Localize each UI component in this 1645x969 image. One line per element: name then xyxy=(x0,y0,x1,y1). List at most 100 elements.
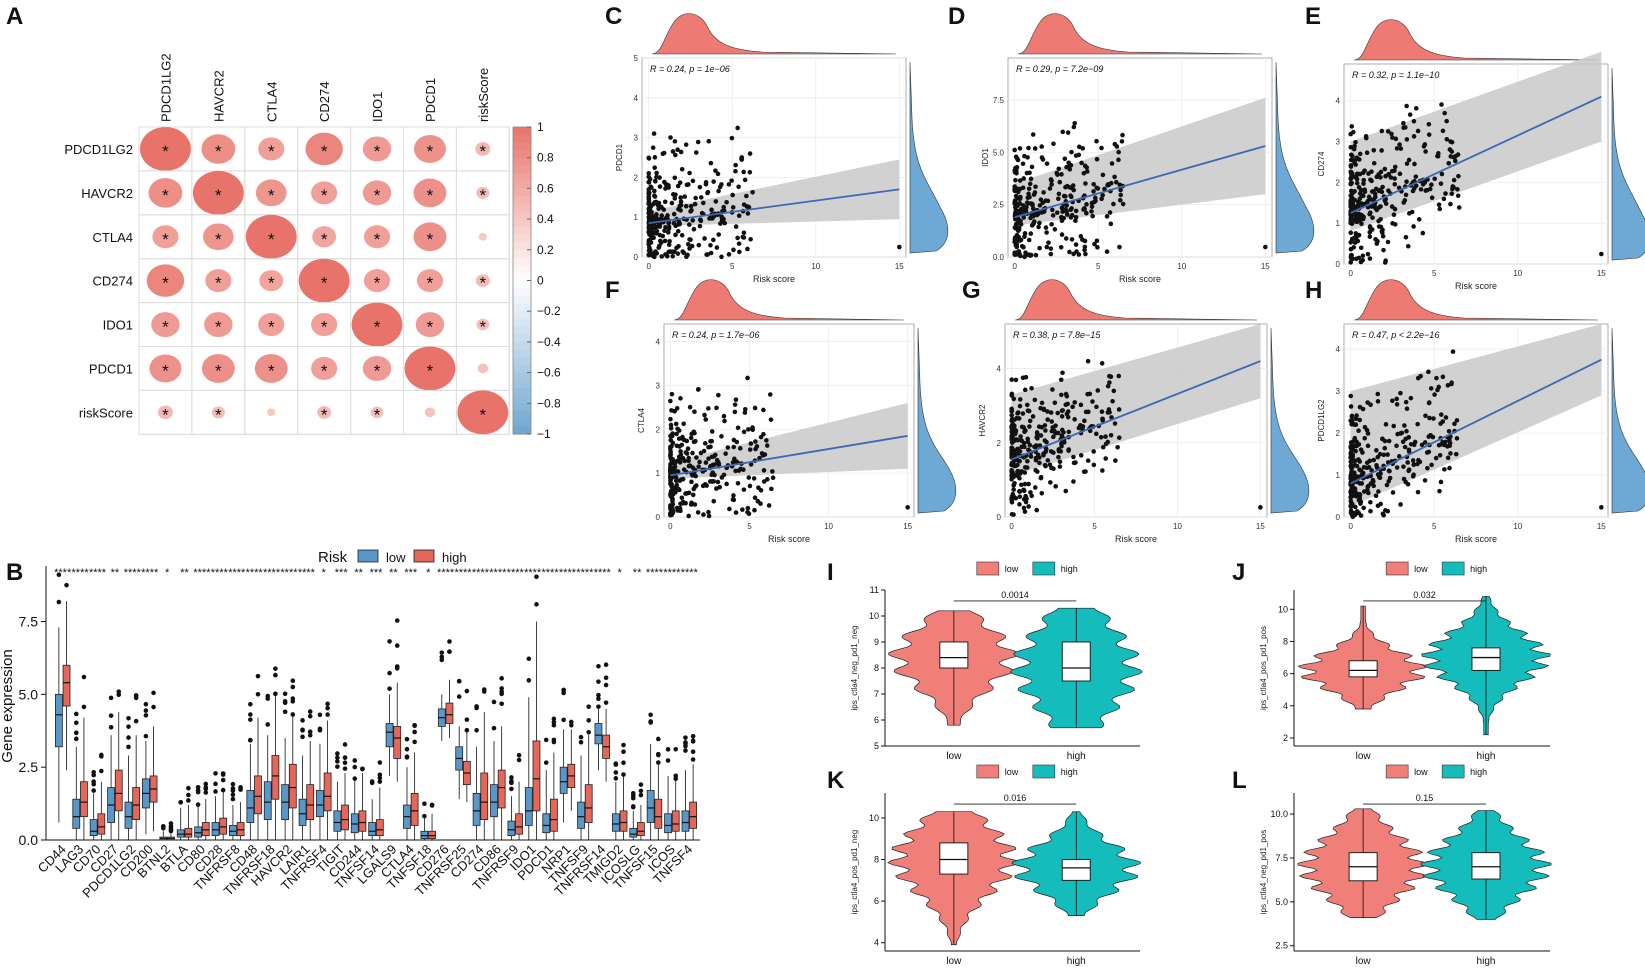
scatter-point xyxy=(1358,245,1364,251)
scatter-point xyxy=(1023,374,1029,380)
scatter-point xyxy=(697,223,703,229)
outlier-point xyxy=(265,696,271,701)
scatter-point xyxy=(646,180,652,185)
scatter-point xyxy=(1378,224,1384,230)
scatter-point xyxy=(663,252,668,257)
signif-star: * xyxy=(427,142,434,161)
correlation-annotation: R = 0.24, p = 1.7e−06 xyxy=(672,330,759,340)
scatter-point xyxy=(1349,124,1355,129)
colorbar-tick-label: 0 xyxy=(537,274,544,288)
scatter-point xyxy=(723,451,728,456)
scatter-point xyxy=(696,464,701,469)
scatter-point xyxy=(1024,200,1030,205)
scatter-point xyxy=(1424,450,1430,455)
scatter-point xyxy=(1099,409,1105,415)
scatter-point xyxy=(651,215,657,221)
scatter-point xyxy=(1058,377,1064,383)
scatter-point xyxy=(1044,230,1049,235)
outlier-point xyxy=(220,777,226,783)
scatter-point xyxy=(1120,132,1125,138)
scatter-point xyxy=(1426,122,1432,127)
outlier-point xyxy=(638,782,644,787)
scatter-point xyxy=(1375,454,1381,460)
outlier-point xyxy=(377,779,383,784)
plot-area xyxy=(641,57,907,258)
scatter-point xyxy=(1013,495,1019,501)
scatter-point xyxy=(1445,383,1451,388)
scatter-point xyxy=(682,194,688,199)
scatter-point xyxy=(1365,431,1371,436)
outlier-point xyxy=(265,722,271,727)
scatter-point xyxy=(696,242,702,248)
scatter-point xyxy=(736,241,742,246)
outlier-point xyxy=(290,712,296,717)
y-tick-label: 6 xyxy=(874,896,879,906)
scatter-point xyxy=(1394,443,1399,449)
scatter-point xyxy=(739,156,744,162)
legend-swatch-high xyxy=(1441,764,1465,779)
scatter-point xyxy=(1362,435,1368,441)
correlation-annotation: R = 0.47, p < 2.2e−16 xyxy=(1352,330,1439,340)
outlier-point xyxy=(290,684,296,690)
colorbar-segment xyxy=(513,357,531,366)
x-tick-label: high xyxy=(1067,751,1086,762)
scatter-point xyxy=(1401,464,1406,469)
scatter-point xyxy=(1359,221,1364,227)
outlier-point xyxy=(73,720,79,726)
scatter-point xyxy=(1375,399,1381,404)
box-low xyxy=(124,801,133,829)
scatter-point xyxy=(1349,493,1354,499)
scatter-point xyxy=(1361,505,1366,511)
scatter-point xyxy=(1348,393,1354,399)
box-high xyxy=(184,827,193,838)
scatter-point xyxy=(1098,434,1104,440)
scatter-point xyxy=(1384,482,1390,488)
y-tick-label: 4 xyxy=(656,338,661,347)
scatter-point xyxy=(1039,144,1045,149)
scatter-point xyxy=(683,491,688,496)
scatter-point xyxy=(671,211,677,217)
scatter-point xyxy=(1120,201,1126,207)
scatter-point xyxy=(1410,474,1416,479)
scatter-point xyxy=(736,468,742,473)
outlier-point xyxy=(143,701,149,707)
scatter-point xyxy=(662,199,668,205)
outlier-point xyxy=(273,691,278,697)
scatter-point xyxy=(1413,183,1419,189)
scatter-point xyxy=(1440,128,1446,134)
scatter-point xyxy=(768,417,774,422)
scatter-point xyxy=(706,444,711,450)
scatter-point xyxy=(1431,416,1436,421)
scatter-point xyxy=(674,505,680,511)
colorbar-segment xyxy=(513,234,531,243)
scatter-point xyxy=(1382,445,1388,451)
marginal-density-y xyxy=(917,327,957,514)
signif-label: **** xyxy=(72,567,90,579)
outlier-point xyxy=(656,752,661,758)
scatter-point xyxy=(1009,440,1015,445)
outlier-point xyxy=(630,804,636,810)
box-high xyxy=(532,740,541,812)
outlier-point xyxy=(387,670,392,676)
outlier-point xyxy=(665,747,671,752)
scatter-point xyxy=(724,481,729,487)
corr-ellipse xyxy=(370,406,384,419)
outlier-point xyxy=(73,711,79,717)
scatter-point xyxy=(1444,136,1450,142)
scatter-point xyxy=(1426,369,1431,375)
scatter-point xyxy=(1094,238,1100,244)
signif-label: **** xyxy=(228,567,246,579)
box-high xyxy=(515,813,523,835)
box-low xyxy=(420,830,429,839)
scatter-point xyxy=(1408,395,1414,401)
heatmap-row-label: PDCD1 xyxy=(89,361,133,376)
signif-star: * xyxy=(268,186,275,205)
corr-ellipse xyxy=(476,318,490,331)
outlier-point xyxy=(307,709,313,714)
scatter-point xyxy=(1117,244,1122,250)
signif-star: * xyxy=(215,186,222,205)
outlier-point xyxy=(220,771,226,776)
outlier-point xyxy=(56,572,62,578)
scatter-point xyxy=(711,454,717,459)
scatter-point xyxy=(1398,431,1403,436)
